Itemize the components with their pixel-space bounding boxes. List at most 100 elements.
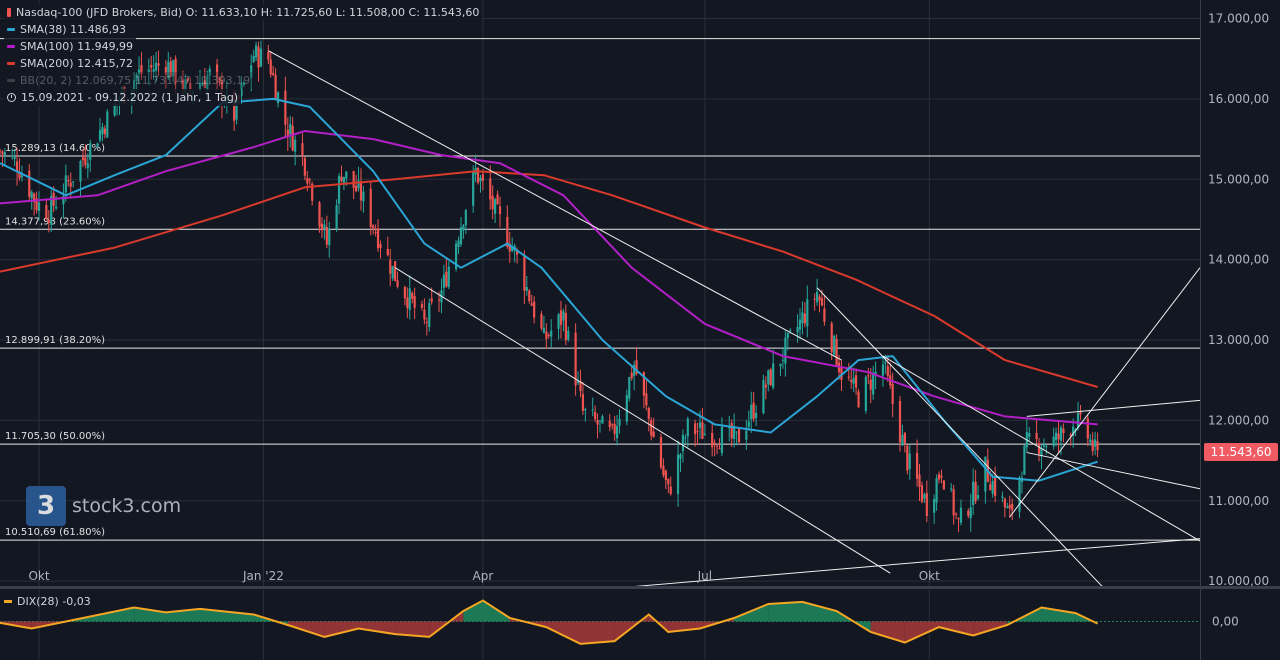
candle-body [64,175,67,193]
candle-body [442,274,446,288]
candle-body [613,423,616,434]
candle-body [135,74,138,81]
candle-body [79,160,82,182]
sma100-row[interactable]: SMA(100) 11.949,99 [4,38,137,55]
candle-body [1057,433,1060,440]
candle-body [720,426,724,454]
candle-body [96,143,99,148]
candle-body [308,179,311,181]
candle-body [437,299,441,301]
candle-body [67,180,70,182]
candle-body [533,301,536,318]
candle-body [420,303,424,308]
candle-body [62,195,65,205]
candle-body [1040,448,1043,457]
candle-body [950,488,953,490]
moving-averages [0,97,1098,482]
dix-area [463,600,483,622]
candle-body [754,412,758,419]
candle-body [113,103,116,116]
candle-body [750,404,753,420]
candle-body [735,431,738,433]
dix-area [668,621,700,632]
candle-body [240,83,243,97]
candle-body [891,384,894,404]
candle-body [813,298,816,300]
candle-body [403,287,406,299]
candle-body [1023,445,1026,475]
candle-body [508,243,511,252]
candle-body [454,243,458,270]
sma200-swatch [7,62,15,65]
candle-body [203,80,206,88]
candle-body [33,193,36,203]
candle-body [713,442,716,444]
candle-body [235,95,238,120]
candle-body [359,181,363,201]
candle-body [376,228,380,249]
candle-body [686,418,689,437]
candle-body [989,484,992,491]
candle-body [379,243,382,248]
candle-body [386,248,389,256]
candle-body [396,280,399,287]
candle-body [311,183,314,201]
candle-body [772,363,775,388]
candle-body [98,130,102,141]
candle-body [745,430,748,440]
candle-body [564,312,567,341]
indicator-legend[interactable]: DIX(28) -0,03 [4,595,91,608]
candle-body [1028,433,1031,437]
candle-body [164,66,167,75]
candle-body [189,83,192,90]
sma200-row[interactable]: SMA(200) 12.415,72 [4,55,137,72]
candle-body [833,335,836,355]
dix-indicator [0,599,1200,645]
candle-body [906,446,909,471]
candle-body [1035,432,1038,440]
candle-body [584,409,587,411]
period-row[interactable]: 15.09.2021 - 09.12.2022 (1 Jahr, 1 Tag) [4,89,242,106]
candle-body [684,437,687,439]
candle-body [174,58,177,84]
dix-label: DIX(28) -0,03 [17,595,91,608]
x-tick-label: Jan '22 [242,569,284,583]
candle-body [667,478,670,485]
candle-body [447,266,450,287]
candle-body [335,205,338,229]
y-tick-label: 15.000,00 [1208,172,1269,186]
candle-body [47,220,50,224]
sma100-label: SMA(100) 11.949,99 [20,40,134,53]
candle-body [1003,498,1006,508]
bb-swatch [7,79,15,82]
candle-body [618,419,621,426]
candle-body [337,176,341,204]
candle-body [372,225,375,229]
candle-body [994,476,997,496]
candle-body [18,172,21,178]
candle-body [259,48,263,67]
y-tick-label: 13.000,00 [1208,333,1269,347]
candle-body [803,313,806,324]
candle-body [898,400,902,443]
candle-body [920,485,924,502]
candle-body [940,475,943,478]
candle-body [106,111,109,138]
candle-body [652,431,655,438]
candle-body [357,180,360,189]
x-tick-label: Okt [919,569,940,583]
candle-body [676,454,680,495]
candle-body [496,194,499,205]
candle-body [457,240,460,247]
candle-body [1091,440,1094,451]
candle-body [681,434,685,452]
candle-body [354,185,358,192]
candle-body [852,377,855,384]
candle-body [218,77,221,84]
candle-body [974,481,977,502]
candle-body [954,513,958,515]
bb-row[interactable]: BB(20, 2) 12.069,75 11.731,47 11.393,19 [4,72,254,89]
sma38-row[interactable]: SMA(38) 11.486,93 [4,21,130,38]
candle-body [523,256,526,291]
